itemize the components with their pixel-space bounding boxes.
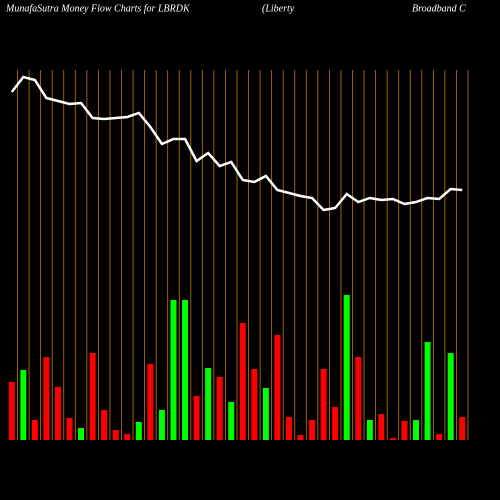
bar bbox=[459, 417, 466, 440]
chart-title: MunafaSutra Money Flow Charts for LBRDK bbox=[5, 3, 191, 14]
bar bbox=[436, 434, 443, 440]
bar bbox=[320, 369, 327, 440]
bar bbox=[401, 421, 408, 440]
bar bbox=[205, 368, 212, 440]
bar bbox=[366, 420, 373, 440]
bar bbox=[101, 410, 108, 440]
bar bbox=[112, 430, 119, 440]
bar bbox=[447, 353, 454, 440]
bar bbox=[20, 370, 27, 440]
chart-subtitle: (Liberty bbox=[262, 3, 295, 14]
bar bbox=[170, 300, 177, 440]
bar bbox=[216, 377, 223, 440]
bar bbox=[66, 418, 73, 440]
bar bbox=[193, 396, 200, 440]
bar bbox=[135, 422, 142, 440]
bar bbox=[78, 428, 85, 440]
bar bbox=[262, 388, 269, 440]
bar bbox=[413, 420, 420, 440]
bar bbox=[424, 342, 431, 440]
bar bbox=[147, 364, 154, 440]
bar bbox=[297, 435, 304, 440]
bar bbox=[158, 410, 165, 440]
bar bbox=[8, 382, 15, 440]
bar bbox=[332, 407, 339, 440]
bar bbox=[355, 357, 362, 440]
bar bbox=[309, 420, 316, 440]
bar bbox=[343, 295, 350, 440]
bar bbox=[285, 417, 292, 440]
bar bbox=[251, 369, 258, 440]
bar bbox=[43, 357, 50, 440]
bar bbox=[389, 438, 396, 440]
bar bbox=[274, 335, 281, 440]
bar bbox=[89, 353, 96, 440]
bar bbox=[239, 323, 246, 440]
money-flow-line bbox=[10, 75, 463, 212]
bar bbox=[378, 414, 385, 440]
chart-subtitle: Broadband C bbox=[412, 3, 466, 14]
bar bbox=[54, 387, 61, 440]
bar bbox=[228, 402, 235, 440]
bar bbox=[31, 420, 38, 440]
bar bbox=[182, 300, 189, 440]
bar bbox=[124, 434, 131, 440]
